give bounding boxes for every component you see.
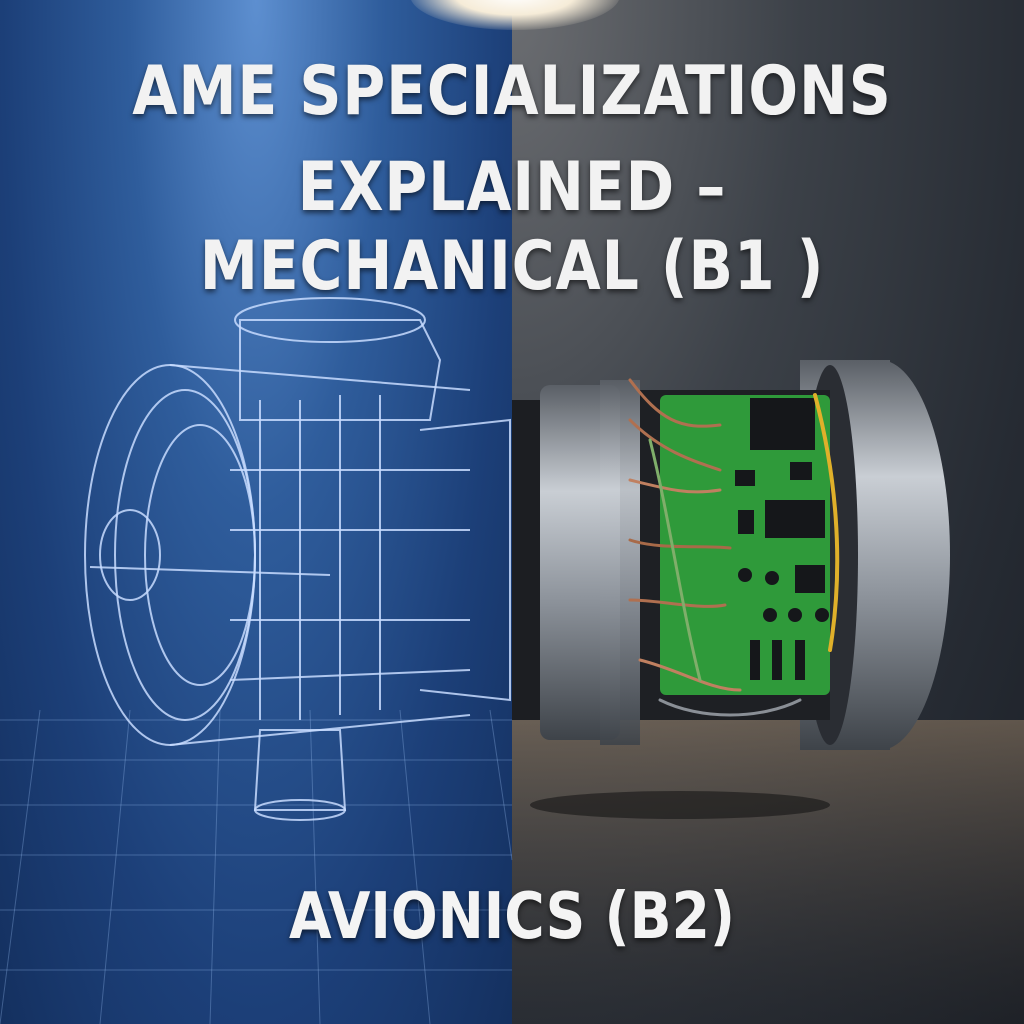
headline-line-2: EXPLAINED – MECHANICAL (B1 ) — [199, 148, 825, 306]
wiring — [628, 378, 840, 717]
blueprint-background — [0, 0, 512, 1024]
table-surface — [512, 720, 1024, 1024]
avionics-label: AVIONICS (B2) — [288, 880, 736, 954]
headline-line-1: AME SPECIALIZATIONS — [132, 52, 892, 131]
blueprint-grid — [0, 709, 513, 1024]
circuit-board — [640, 390, 830, 720]
blueprint-engine — [84, 297, 511, 821]
engine-shadow — [530, 791, 830, 819]
